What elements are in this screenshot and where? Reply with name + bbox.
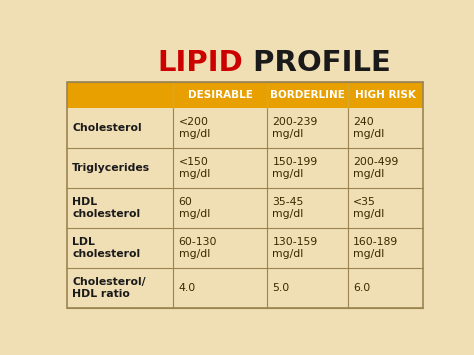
Text: BORDERLINE: BORDERLINE xyxy=(270,90,345,100)
Text: <35
mg/dl: <35 mg/dl xyxy=(353,197,384,219)
Text: Triglycerides: Triglycerides xyxy=(72,163,150,173)
Text: 240
mg/dl: 240 mg/dl xyxy=(353,117,384,140)
Text: LIPID: LIPID xyxy=(157,49,243,77)
Text: <200
mg/dl: <200 mg/dl xyxy=(179,117,210,140)
Text: 160-189
mg/dl: 160-189 mg/dl xyxy=(353,237,398,259)
Text: Cholesterol: Cholesterol xyxy=(72,123,142,133)
Text: 60-130
mg/dl: 60-130 mg/dl xyxy=(179,237,217,259)
Text: DESIRABLE: DESIRABLE xyxy=(188,90,252,100)
Text: 6.0: 6.0 xyxy=(353,283,370,293)
Text: 35-45
mg/dl: 35-45 mg/dl xyxy=(272,197,304,219)
Text: 4.0: 4.0 xyxy=(179,283,196,293)
Text: PROFILE: PROFILE xyxy=(243,49,391,77)
Text: 150-199
mg/dl: 150-199 mg/dl xyxy=(272,157,318,179)
Text: HIGH RISK: HIGH RISK xyxy=(355,90,416,100)
Text: 200-499
mg/dl: 200-499 mg/dl xyxy=(353,157,399,179)
FancyBboxPatch shape xyxy=(66,82,423,108)
Text: 5.0: 5.0 xyxy=(272,283,290,293)
Text: LDL
cholesterol: LDL cholesterol xyxy=(72,237,140,259)
Text: HDL
cholesterol: HDL cholesterol xyxy=(72,197,140,219)
Text: 60
mg/dl: 60 mg/dl xyxy=(179,197,210,219)
Text: <150
mg/dl: <150 mg/dl xyxy=(179,157,210,179)
Text: 200-239
mg/dl: 200-239 mg/dl xyxy=(272,117,318,140)
Text: Cholesterol/
HDL ratio: Cholesterol/ HDL ratio xyxy=(72,277,146,299)
Text: 130-159
mg/dl: 130-159 mg/dl xyxy=(272,237,318,259)
